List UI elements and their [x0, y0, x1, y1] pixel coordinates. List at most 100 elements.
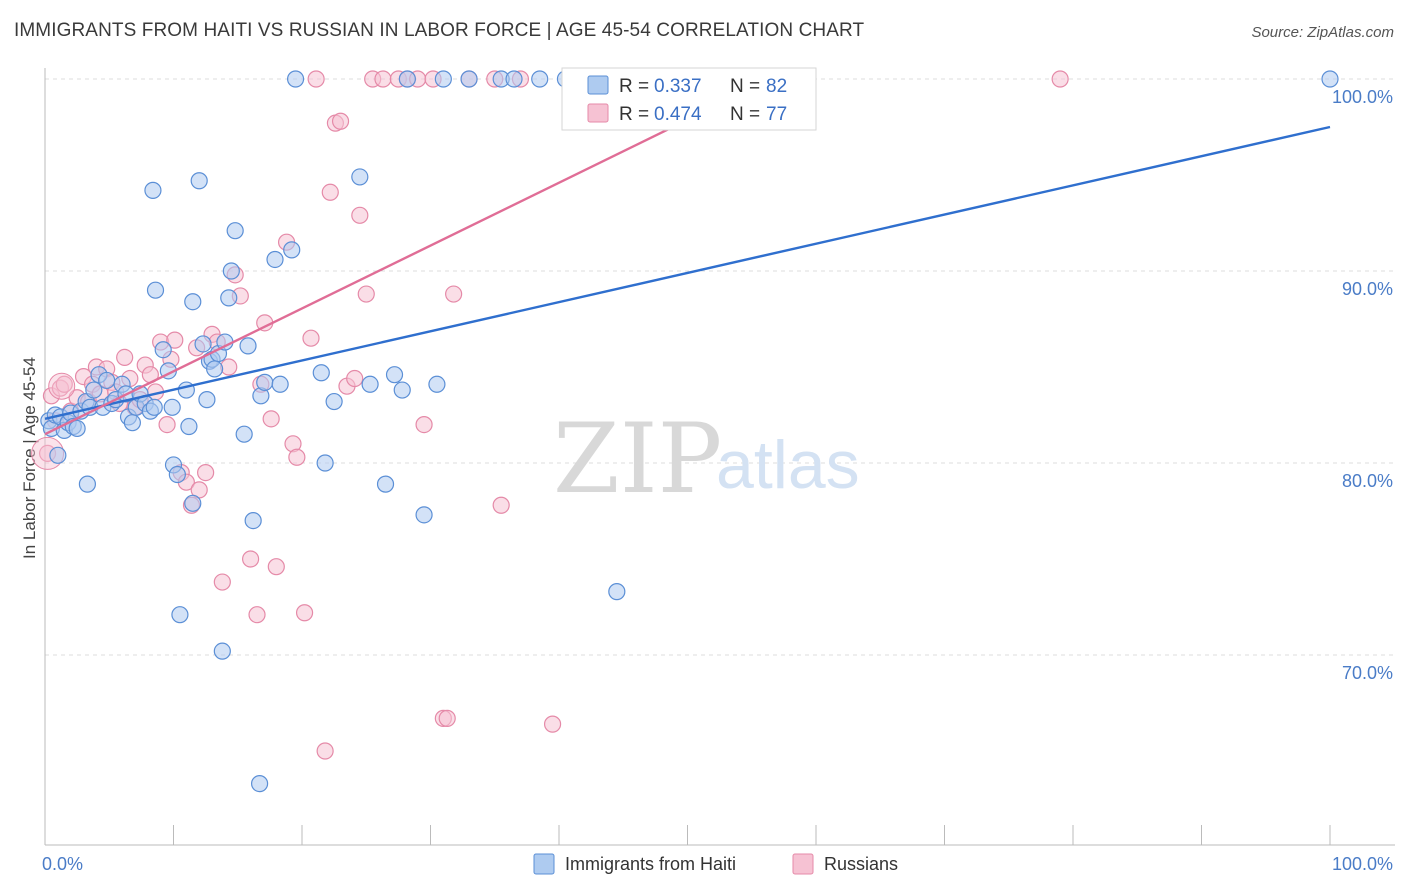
russians-point	[357, 285, 375, 303]
haiti-point	[325, 392, 343, 411]
y-axis-label: In Labor Force | Age 45-54	[20, 357, 39, 559]
legend-swatch-russians	[587, 103, 609, 123]
legend-n-value-haiti: 82	[766, 76, 787, 97]
haiti-point	[376, 475, 395, 493]
russians-trend-line	[44, 77, 772, 436]
russians-point	[492, 496, 510, 514]
top-legend: R = 0.337 N = 82 R = 0.474 N = 77	[561, 67, 817, 131]
haiti-point	[123, 414, 141, 432]
haiti-point	[286, 70, 305, 88]
russians-point	[351, 206, 369, 224]
watermark-atlas: atlas	[716, 427, 860, 503]
russians-point	[166, 331, 184, 349]
haiti-point	[250, 775, 269, 793]
haiti-point	[220, 289, 238, 307]
trend-lines	[44, 77, 1331, 436]
russians-point	[158, 416, 176, 434]
y-tick-label: 100.0%	[1332, 87, 1393, 107]
bottom-legend-label-russians: Russians	[824, 854, 898, 874]
haiti-point	[428, 375, 446, 393]
haiti-point	[180, 417, 198, 436]
haiti-point	[608, 583, 626, 601]
haiti-point	[206, 360, 224, 378]
y-tick-label: 80.0%	[1342, 471, 1393, 491]
legend-r-value-russians: 0.474	[654, 104, 702, 125]
haiti-point	[98, 371, 116, 390]
legend-n-label-haiti: N =	[730, 76, 760, 97]
russians-point	[307, 70, 325, 88]
legend-n-label-russians: N =	[730, 104, 760, 125]
russians-point	[55, 375, 73, 393]
y-tick-label: 70.0%	[1342, 663, 1393, 683]
haiti-point	[266, 250, 284, 269]
russians-point	[1051, 70, 1069, 88]
bottom-legend-label-haiti: Immigrants from Haiti	[565, 854, 736, 874]
russians-point	[220, 358, 238, 376]
russians-point	[374, 70, 392, 88]
haiti-point	[154, 341, 172, 359]
haiti-point	[198, 391, 216, 409]
russians-point	[197, 464, 215, 482]
haiti-point	[146, 281, 165, 299]
haiti-point	[145, 398, 163, 416]
russians-point	[321, 183, 339, 201]
bottom-legend-swatch-russians	[792, 853, 814, 875]
legend-r-value-haiti: 0.337	[654, 76, 702, 97]
russians-point	[116, 348, 134, 366]
russians-point	[262, 410, 280, 428]
haiti-point	[256, 373, 274, 391]
haiti-point	[1321, 70, 1339, 88]
russians-point	[346, 369, 364, 388]
haiti-point	[184, 293, 202, 311]
russians-point	[248, 606, 266, 624]
russians-point	[543, 715, 562, 733]
haiti-point	[283, 241, 301, 259]
russians-point	[438, 709, 456, 727]
haiti-point	[244, 511, 262, 530]
x-tick-label-min: 0.0%	[42, 854, 83, 874]
haiti-point	[222, 262, 240, 280]
haiti-point	[213, 642, 231, 660]
y-tick-label: 90.0%	[1342, 279, 1393, 299]
russians-point	[295, 604, 314, 622]
legend-r-label-haiti: R =	[619, 76, 649, 97]
haiti-point	[184, 494, 202, 512]
haiti-point	[393, 381, 411, 399]
haiti-point	[531, 70, 549, 88]
russians-point	[302, 329, 320, 347]
source-label: Source: ZipAtlas.com	[1251, 24, 1394, 41]
haiti-point	[460, 70, 478, 88]
haiti-point	[312, 364, 330, 382]
russians-points	[31, 70, 1069, 760]
legend-n-value-russians: 77	[766, 104, 787, 125]
russians-point	[445, 285, 463, 303]
haiti-points	[40, 70, 1339, 793]
legend-swatch-haiti	[587, 75, 609, 95]
bottom-legend-swatch-haiti	[533, 853, 555, 875]
russians-point	[415, 416, 433, 434]
watermark-zip: ZIP	[553, 403, 722, 515]
haiti-point	[351, 168, 369, 186]
haiti-point	[194, 335, 212, 353]
russians-point	[213, 573, 231, 591]
russians-point	[316, 742, 334, 760]
haiti-point	[163, 398, 181, 416]
haiti-point	[235, 425, 253, 443]
legend-r-label-russians: R =	[619, 104, 649, 125]
haiti-point	[78, 475, 97, 493]
bottom-legend: Immigrants from Haiti Russians	[533, 853, 898, 875]
haiti-point	[168, 465, 186, 484]
haiti-point	[398, 70, 416, 88]
haiti-point	[505, 70, 523, 88]
russians-point	[288, 448, 306, 466]
chart-title: IMMIGRANTS FROM HAITI VS RUSSIAN IN LABO…	[14, 20, 865, 41]
russians-point	[331, 112, 350, 130]
haiti-point	[361, 375, 379, 393]
haiti-point	[171, 606, 189, 624]
haiti-point	[68, 419, 86, 438]
russians-point	[242, 550, 260, 568]
haiti-point	[49, 446, 67, 464]
grid-lines	[45, 78, 1395, 656]
x-tick-label-max: 100.0%	[1332, 854, 1393, 874]
